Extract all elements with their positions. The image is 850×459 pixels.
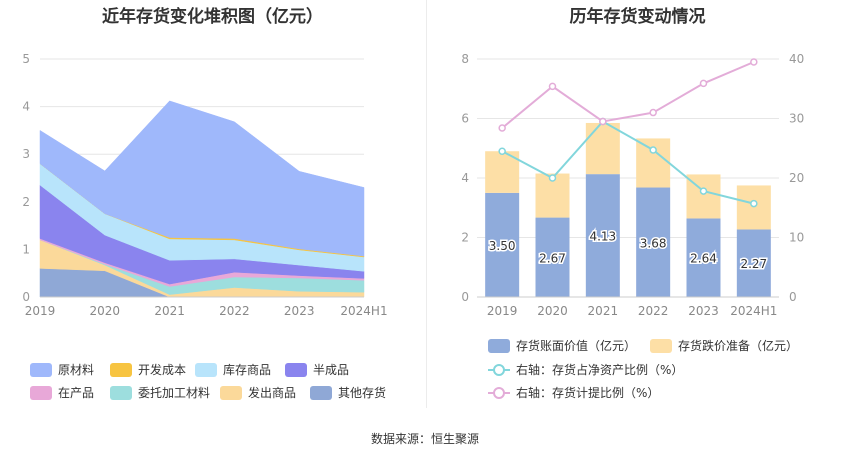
- legend-label: 库存商品: [223, 363, 272, 377]
- legend-swatch: [650, 338, 672, 353]
- line-point: [599, 117, 607, 126]
- x-tick-label: 2024H1: [730, 304, 777, 318]
- x-tick-label: 2022: [219, 304, 250, 318]
- bar-provision: [636, 138, 671, 188]
- y2-tick-label: 0: [789, 290, 797, 304]
- bar-book-value: [686, 218, 721, 297]
- bar-provision: [585, 122, 620, 175]
- area-series-7: [39, 100, 365, 257]
- legend-item[interactable]: 库存商品: [195, 361, 271, 378]
- x-tick-label: 2019: [487, 304, 518, 318]
- legend-label: 右轴：存货计提比例（%）: [516, 386, 660, 400]
- y-tick-label: 4: [22, 100, 30, 114]
- y-tick-label: 3: [22, 147, 30, 161]
- legend-item[interactable]: 其他存货: [310, 384, 386, 401]
- legend-item[interactable]: 发出商品: [220, 384, 296, 401]
- y-tick-label: 6: [461, 112, 469, 126]
- bar-data-label: 4.13: [589, 230, 616, 244]
- x-tick-label: 2022: [638, 304, 669, 318]
- line-point: [649, 146, 657, 154]
- legend-item[interactable]: 右轴：存货计提比例（%）: [488, 384, 659, 401]
- line-point: [750, 199, 758, 208]
- y2-tick-label: 30: [789, 112, 804, 126]
- bar-data-label: 3.68: [640, 236, 667, 250]
- legend-item[interactable]: 委托加工材料: [110, 384, 210, 401]
- y-tick-label: 1: [22, 242, 30, 256]
- legend-swatch: [285, 362, 307, 377]
- legend-label: 存货跌价准备（亿元）: [678, 339, 799, 353]
- left-chart-title: 近年存货变化堆积图（亿元）: [102, 7, 323, 27]
- line-point: [548, 82, 557, 91]
- legend-label: 半成品: [313, 363, 350, 377]
- y-tick-label: 0: [461, 290, 469, 304]
- legend-swatch: [195, 362, 217, 377]
- legend-item[interactable]: 右轴：存货占净资产比例（%）: [488, 361, 683, 378]
- legend-swatch: [30, 385, 52, 400]
- line-point: [699, 187, 708, 195]
- x-tick-label: 2021: [588, 304, 619, 318]
- legend-swatch: [488, 338, 510, 353]
- line-point: [699, 79, 708, 88]
- y-tick-label: 4: [461, 171, 469, 185]
- bar-data-label: 2.64: [690, 252, 717, 266]
- legend-label: 原材料: [58, 363, 95, 377]
- legend-line-marker: [488, 363, 510, 377]
- bar-data-label: 2.67: [539, 251, 566, 265]
- line-point: [498, 124, 506, 132]
- x-tick-label: 2020: [90, 304, 121, 318]
- right-chart-title: 历年存货变动情况: [569, 7, 706, 27]
- y-tick-label: 2: [461, 231, 469, 245]
- legend-item[interactable]: 半成品: [285, 361, 349, 378]
- y2-tick-label: 40: [789, 52, 804, 66]
- y2-tick-label: 10: [789, 231, 804, 245]
- legend-swatch: [110, 362, 132, 377]
- legend-swatch: [220, 385, 242, 400]
- y-tick-label: 8: [461, 52, 469, 66]
- legend-item[interactable]: 开发成本: [110, 361, 186, 378]
- line-series-3: [501, 61, 755, 129]
- legend-line-marker: [488, 386, 510, 400]
- inventory-bar-line-chart: 0 2 4 6 8 0 10 20 30 40 3.50 2.67 4.13 3.68 2.64 2.27 20…: [461, 52, 804, 318]
- bar-book-value: [485, 192, 520, 297]
- legend-item[interactable]: 原材料: [30, 361, 94, 378]
- legend-label: 在产品: [58, 386, 95, 400]
- y-tick-label: 5: [22, 52, 30, 66]
- legend-item[interactable]: 存货账面价值（亿元）: [488, 337, 636, 354]
- y-tick-label: 0: [22, 290, 30, 304]
- line-point: [498, 147, 506, 155]
- bar-data-label: 3.50: [489, 239, 516, 253]
- legend-swatch: [310, 385, 332, 400]
- legend-label: 委托加工材料: [138, 386, 211, 400]
- legend-label: 右轴：存货占净资产比例（%）: [516, 363, 684, 377]
- x-tick-label: 2024H1: [340, 304, 387, 318]
- y2-tick-label: 20: [789, 171, 804, 185]
- x-tick-label: 2023: [688, 304, 719, 318]
- x-tick-label: 2021: [154, 304, 185, 318]
- bar-book-value: [736, 229, 771, 297]
- x-tick-label: 2020: [537, 304, 568, 318]
- legend-label: 其他存货: [338, 386, 387, 400]
- legend-label: 发出商品: [248, 386, 297, 400]
- x-tick-label: 2023: [284, 304, 315, 318]
- x-tick-label: 2019: [25, 304, 56, 318]
- data-source: 数据来源：恒生聚源: [370, 432, 479, 446]
- bar-provision: [736, 185, 771, 230]
- bar-data-label: 2.27: [740, 257, 767, 271]
- legend-label: 存货账面价值（亿元）: [516, 339, 637, 353]
- legend-label: 开发成本: [138, 363, 187, 377]
- legend-item[interactable]: 在产品: [30, 384, 94, 401]
- line-point: [548, 174, 557, 182]
- bar-book-value: [535, 217, 570, 297]
- legend-item[interactable]: 存货跌价准备（亿元）: [650, 337, 798, 354]
- legend-swatch: [110, 385, 132, 400]
- stacked-area-chart: 0 1 2 3 4 5 2019 2020 2021 2022 2023 2024H1: [22, 52, 387, 318]
- legend-swatch: [30, 362, 52, 377]
- y-tick-label: 2: [22, 195, 30, 209]
- line-point: [649, 108, 657, 117]
- bar-book-value: [585, 174, 620, 297]
- panel-divider: [426, 0, 427, 408]
- bar-book-value: [636, 187, 671, 297]
- line-point: [750, 58, 758, 66]
- line-series-2: [501, 120, 755, 205]
